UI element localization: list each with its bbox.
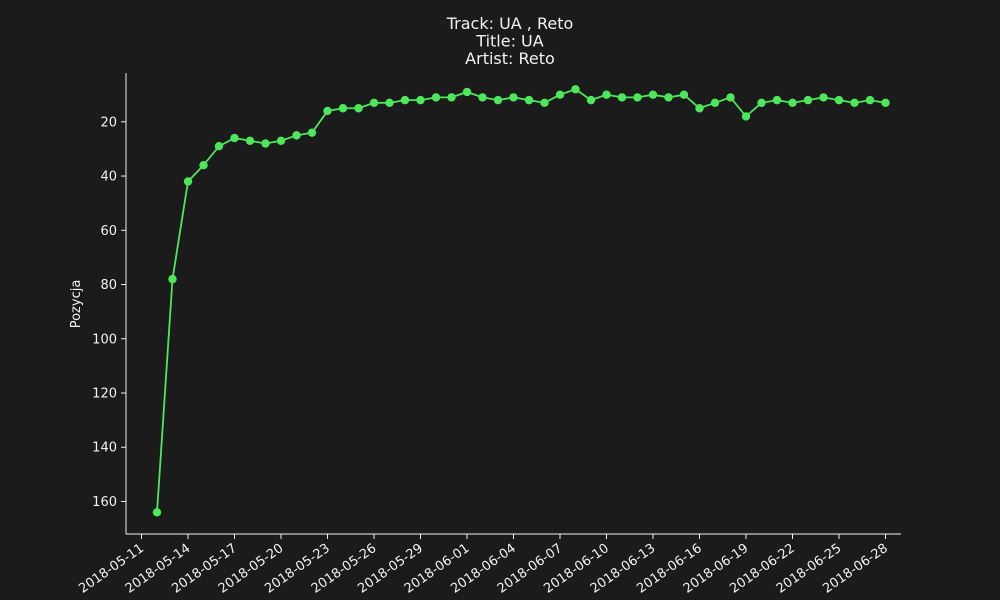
data-point [168,274,177,284]
data-point [416,95,425,105]
data-point [881,98,890,108]
data-point [447,93,456,102]
data-point [261,139,270,148]
data-point [354,104,363,113]
data-point [276,136,286,145]
data-point [478,93,487,102]
data-point [571,85,580,94]
series-line [156,88,886,513]
data-point [369,98,379,108]
data-point [648,90,658,99]
data-point [664,93,673,102]
data-point [602,90,611,99]
data-point [183,177,193,186]
data-point [617,93,627,102]
data-point [214,142,224,151]
data-point [493,95,503,105]
y-tick-label: 120 [92,386,117,401]
data-point [307,128,317,137]
data-point [788,98,797,108]
y-axis-ticks: 20 40 60 80 100 120 140 160 [92,115,126,510]
data-point [524,95,534,105]
y-tick-label: 160 [92,495,117,510]
data-point [385,98,394,108]
data-point [462,87,472,97]
data-point [152,508,162,517]
data-point [710,98,720,108]
y-tick-label: 60 [100,224,117,239]
data-point [865,95,875,105]
title-line: Title: UA [475,32,543,51]
y-tick-label: 20 [100,115,117,130]
data-point [323,106,332,116]
series-markers [152,85,890,517]
y-tick-label: 40 [100,170,117,185]
data-point [834,95,844,105]
data-point [850,98,859,108]
data-point [540,98,549,108]
title-line: Track: UA , Reto [446,14,574,33]
data-point [431,93,441,102]
data-point [633,93,642,102]
data-point [245,136,255,145]
data-point [400,95,410,105]
data-point [679,90,689,99]
y-tick-label: 80 [100,278,117,293]
data-point [338,104,348,113]
data-point [509,93,518,102]
data-point [695,104,704,113]
data-point [586,95,596,105]
title-line: Artist: Reto [465,49,555,68]
data-point [199,161,208,170]
data-point [772,95,782,105]
y-axis-label: Pozycja [69,280,84,329]
data-point [230,133,239,143]
x-axis-ticks: 2018-05-112018-05-142018-05-172018-05-20… [76,534,891,597]
data-point [819,93,828,102]
data-point [292,131,301,140]
y-tick-label: 140 [92,441,117,456]
data-point [741,112,751,121]
data-point [555,90,565,99]
data-point [803,95,813,105]
data-point [757,98,766,108]
y-tick-label: 100 [92,332,117,347]
data-point [726,93,735,102]
